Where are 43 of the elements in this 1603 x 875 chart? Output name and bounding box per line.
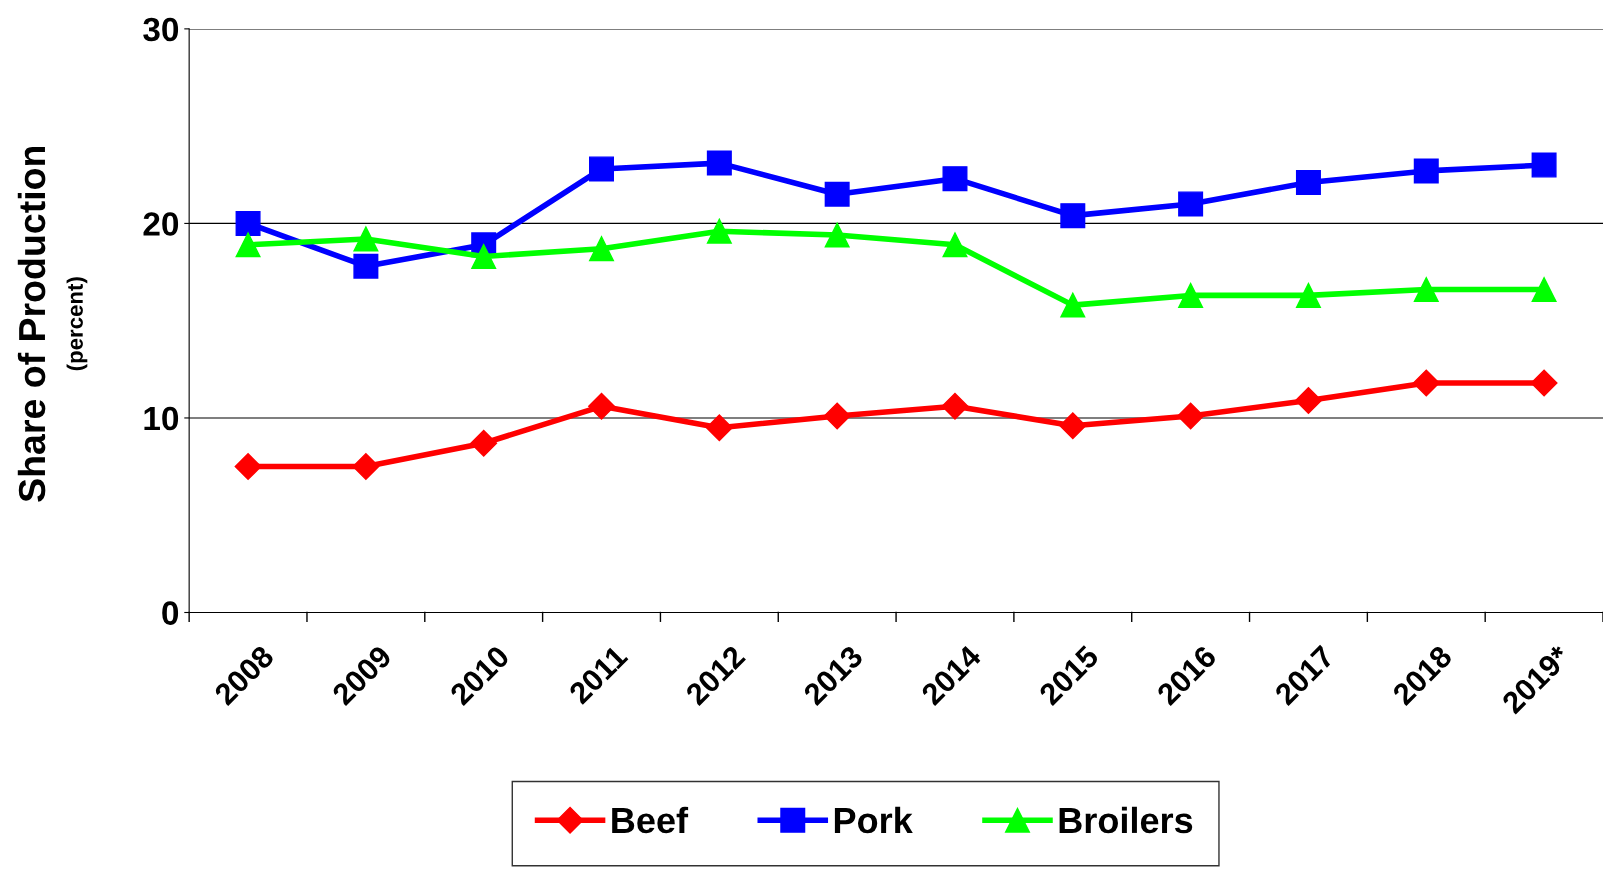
y-axis-title: Share of Production (percent) [17, 146, 88, 502]
point [470, 429, 498, 457]
y-tick-label: 10 [144, 406, 179, 431]
point [823, 402, 851, 430]
point [1413, 158, 1439, 184]
legend-label: Broilers [1059, 806, 1193, 834]
point [1178, 282, 1204, 308]
point [234, 453, 262, 481]
point [824, 181, 850, 207]
point [235, 232, 261, 258]
y-tick-label: 20 [143, 212, 179, 236]
point [1531, 152, 1557, 178]
legend-label: Beef [612, 806, 689, 834]
point [1412, 369, 1440, 397]
point [1059, 412, 1087, 440]
point [1295, 282, 1321, 308]
point [706, 150, 732, 176]
point [353, 253, 379, 279]
y-tick-label: 0 [162, 601, 179, 625]
point [352, 453, 380, 481]
point [471, 243, 497, 269]
point [1295, 170, 1321, 196]
point [588, 392, 615, 420]
point [589, 236, 615, 262]
point [1060, 203, 1086, 229]
point [1177, 402, 1205, 430]
point [824, 222, 850, 248]
point [1294, 386, 1322, 414]
point [706, 218, 732, 244]
point [1530, 369, 1558, 397]
point [1060, 292, 1086, 318]
point [942, 232, 968, 258]
point [589, 156, 615, 182]
point [705, 414, 733, 442]
point [353, 226, 379, 252]
y-tick-label: 30 [143, 17, 179, 42]
point [1178, 191, 1204, 217]
point [1413, 277, 1439, 303]
point [941, 392, 969, 420]
point [235, 210, 261, 236]
point [1531, 277, 1557, 303]
point [942, 166, 968, 192]
legend-label: Pork [834, 806, 913, 834]
